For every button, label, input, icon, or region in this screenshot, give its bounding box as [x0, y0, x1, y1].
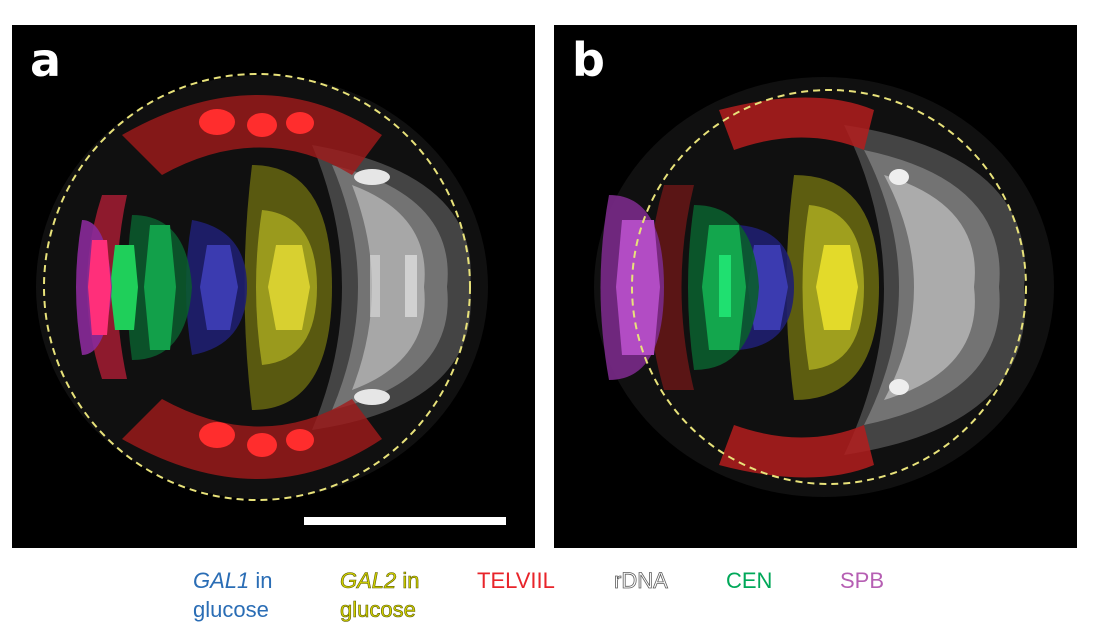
legend-gal2-line2: glucose: [340, 597, 416, 623]
legend-gal2: GAL2 in glucose: [340, 566, 420, 624]
panel-a: a: [12, 25, 535, 548]
legend-rdna: rDNA: [614, 568, 669, 594]
legend-gal1: GAL1 in glucose: [193, 566, 273, 624]
legend-telviil: TELVIIL: [477, 568, 555, 593]
legend-gal2-gene: GAL2: [340, 568, 397, 594]
panel-letter-a: a: [30, 33, 62, 87]
telviil-region-a: [87, 95, 382, 479]
legend-spb: SPB: [840, 568, 885, 593]
density-map-b: [594, 77, 1054, 497]
panel-b: b: [554, 25, 1077, 548]
legend-cen: CEN: [726, 568, 773, 593]
nuclear-boundary-b: [631, 89, 1027, 485]
telviil-region-b: [649, 97, 874, 478]
cen-region-b: [688, 205, 759, 370]
scale-bar: [304, 517, 506, 525]
legend-gal2-suffix: in: [396, 568, 420, 594]
density-map-a: [36, 73, 506, 525]
legend-gal1-gene: GAL1: [193, 568, 250, 593]
gal1-region-a: [186, 220, 247, 355]
panel-letter-b: b: [572, 33, 605, 87]
nuclear-boundary-a: [43, 73, 471, 501]
legend-gal1-line2: glucose: [193, 597, 269, 622]
cen-region-a: [110, 215, 192, 360]
gal2-region-b: [786, 175, 879, 400]
gal2-region-a: [244, 165, 332, 410]
rdna-region-b: [844, 125, 1026, 455]
rdna-region-a: [312, 145, 471, 430]
legend-gal1-suffix: in: [249, 568, 273, 593]
spb-region-a: [76, 220, 112, 355]
